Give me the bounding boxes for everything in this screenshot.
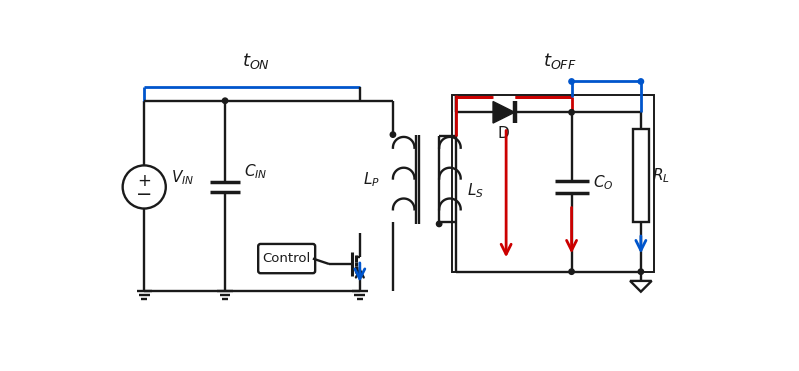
- Text: $V_{IN}$: $V_{IN}$: [171, 168, 194, 187]
- Text: $t_{ON}$: $t_{ON}$: [242, 52, 270, 72]
- Circle shape: [638, 79, 643, 84]
- Circle shape: [569, 269, 574, 275]
- Text: $C_O$: $C_O$: [593, 174, 614, 193]
- Circle shape: [569, 79, 574, 84]
- Text: Control: Control: [263, 252, 311, 265]
- Text: $C_{IN}$: $C_{IN}$: [244, 162, 268, 181]
- Text: +: +: [137, 172, 151, 190]
- Text: $t_{OFF}$: $t_{OFF}$: [543, 52, 577, 72]
- Circle shape: [569, 109, 574, 115]
- Polygon shape: [493, 102, 515, 123]
- Circle shape: [390, 132, 396, 137]
- Bar: [452, 95, 654, 272]
- Bar: [633, 129, 649, 221]
- Text: D: D: [498, 127, 510, 141]
- Text: $L_P$: $L_P$: [363, 170, 380, 188]
- Text: $L_S$: $L_S$: [467, 181, 483, 200]
- Circle shape: [222, 98, 228, 104]
- Circle shape: [638, 269, 643, 275]
- Circle shape: [436, 221, 442, 227]
- Text: −: −: [136, 185, 153, 204]
- Text: $R_L$: $R_L$: [652, 166, 670, 185]
